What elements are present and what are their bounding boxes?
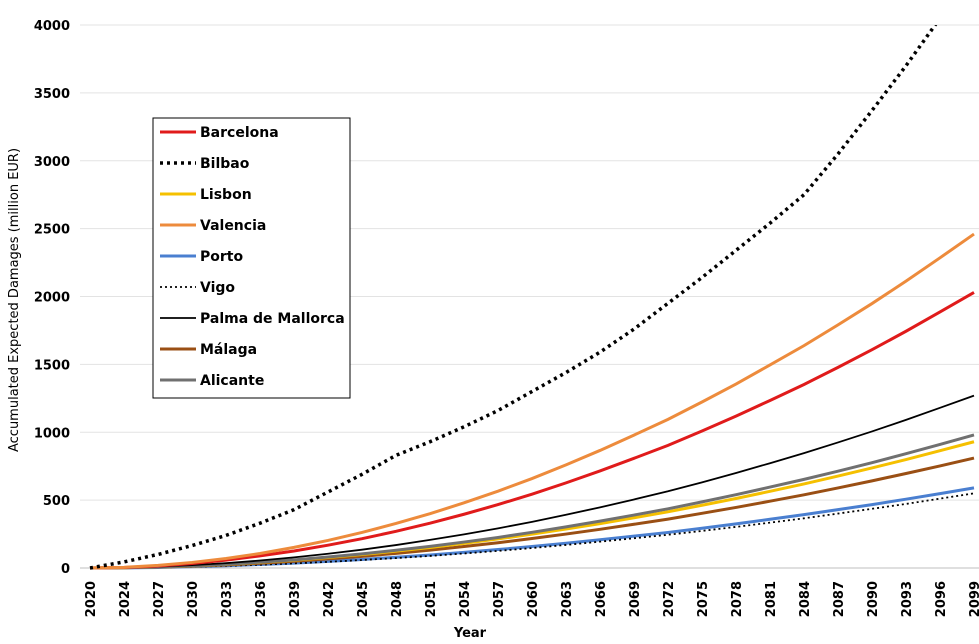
x-tick-label: 2078 [730,581,745,617]
legend-label: Palma de Mallorca [200,311,345,327]
plot-lines [89,25,975,570]
legend-label: Valencia [200,218,266,234]
x-tick-label: 2096 [934,581,949,617]
x-tick-label: 2090 [866,581,881,617]
series-line [89,232,975,570]
x-tick-label: 2048 [390,581,405,617]
x-tick-label: 2042 [322,581,337,617]
series-line [89,291,975,570]
y-tick-label: 1000 [34,426,70,441]
legend-label: Lisbon [200,187,252,203]
x-tick-label: 2033 [220,581,235,617]
legend-label: Vigo [200,280,235,296]
x-tick-label: 2057 [492,581,507,617]
x-tick-label: 2099 [968,581,979,617]
series-line [89,394,975,569]
series-line [89,440,975,570]
x-axis-label: Year [453,626,487,641]
x-tick-label: 2030 [186,581,201,617]
x-tick-label: 2081 [764,581,779,617]
y-tick-label: 500 [43,494,70,509]
series-line [89,433,975,570]
x-tick-label: 2054 [458,581,473,617]
x-tick-label: 2045 [356,581,371,617]
x-tick-label: 2093 [900,581,915,617]
legend-label: Málaga [200,342,257,358]
legend-box [152,117,351,399]
x-tick-label: 2051 [424,581,439,617]
x-tick-label: 2060 [526,581,541,617]
y-tick-label: 1500 [34,358,70,373]
series-line [89,25,938,570]
y-axis-label: Accumulated Expected Damages (million EU… [7,148,22,452]
y-tick-label: 0 [61,562,70,577]
x-tick-label: 2020 [84,581,99,617]
y-tick-label: 2000 [34,291,70,306]
x-tick-label: 2087 [832,581,847,617]
x-tick-label: 2072 [662,581,677,617]
y-tick-label: 3000 [34,155,70,170]
x-tick-label: 2069 [628,581,643,617]
x-tick-label: 2075 [696,581,711,617]
x-tick-label: 2063 [560,581,575,617]
legend-label: Alicante [200,373,264,389]
legend-label: Bilbao [200,156,250,172]
x-tick-label: 2024 [118,581,133,617]
y-tick-label: 2500 [34,223,70,238]
y-tick-label: 3500 [34,87,70,102]
x-tick-label: 2084 [798,581,813,617]
x-tick-label: 2036 [254,581,269,617]
legend-label: Barcelona [200,125,279,141]
x-tick-label: 2039 [288,581,303,617]
y-tick-label: 4000 [34,19,70,34]
x-tick-label: 2066 [594,581,609,617]
series-line [89,492,975,569]
x-tick-label: 2027 [152,581,167,617]
legend-label: Porto [200,249,243,265]
